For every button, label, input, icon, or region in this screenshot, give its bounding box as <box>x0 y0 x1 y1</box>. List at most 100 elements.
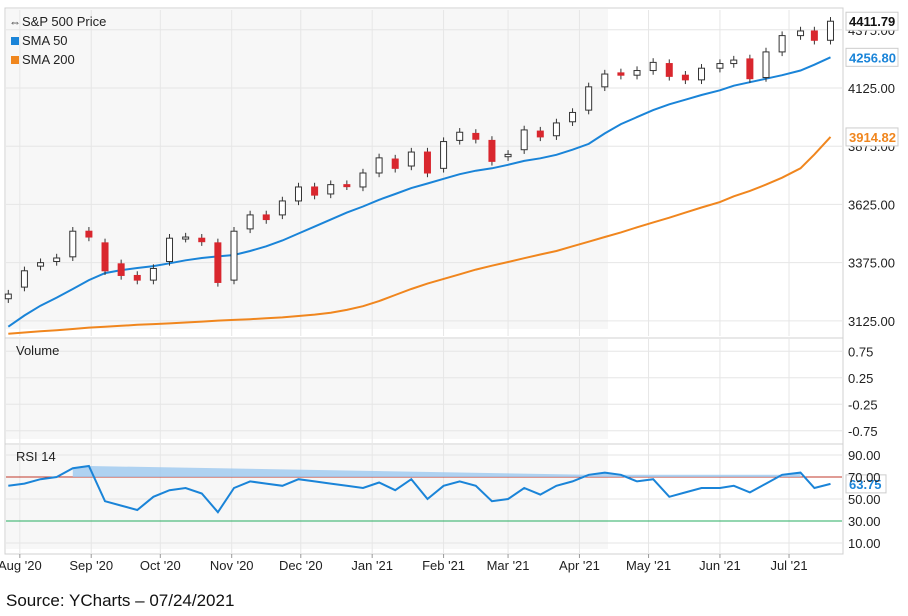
candle-body <box>37 262 45 267</box>
candle-body <box>569 111 577 123</box>
sma200-line <box>8 136 832 335</box>
candle-body <box>166 237 174 262</box>
candle-body <box>359 172 367 188</box>
candle-body <box>488 139 496 162</box>
candle-body <box>797 30 805 37</box>
last-value-tag-label: 3914.82 <box>849 130 896 145</box>
last-value-tag-box <box>845 11 899 31</box>
candle-body <box>198 237 206 243</box>
candle-body <box>665 63 673 77</box>
last-value-tag-box <box>845 47 899 67</box>
candle-body <box>617 72 625 76</box>
candle-body <box>182 236 190 240</box>
volume-legend-label: Volume <box>16 343 59 358</box>
candle-body <box>520 129 528 151</box>
source-note: Source: YCharts – 07/24/2021 <box>6 591 235 610</box>
candle-body <box>698 67 706 81</box>
candle-body <box>294 186 302 202</box>
candle-body <box>746 58 754 80</box>
legend-price-icon: ⇔ <box>9 15 21 29</box>
x-tick-label: Jun '21 <box>699 558 741 573</box>
candle-body <box>262 214 270 221</box>
volume-y-tick-label: -0.25 <box>848 397 878 412</box>
rsi-last-value-label: 63.75 <box>849 477 882 492</box>
candle-body <box>423 151 431 174</box>
candle-body <box>117 263 125 276</box>
x-tick-label: Jan '21 <box>351 558 393 573</box>
volume-y-tick-label: 0.75 <box>848 344 873 359</box>
price-candles <box>4 17 834 303</box>
candle-body <box>472 132 480 140</box>
rsi-y-tick-label: 30.00 <box>848 514 881 529</box>
volume-y-tick-label: -0.75 <box>848 424 878 439</box>
candle-body <box>101 242 109 272</box>
candle-body <box>85 230 93 238</box>
legend-sma50-swatch <box>11 37 19 45</box>
candle-body <box>311 186 319 196</box>
candle-body <box>730 59 738 65</box>
x-tick-label: Nov '20 <box>210 558 254 573</box>
candle-body <box>601 73 609 88</box>
candle-body <box>246 214 254 230</box>
candle-body <box>230 230 238 281</box>
candle-body <box>536 130 544 138</box>
candle-body <box>214 242 222 283</box>
price-grid <box>6 10 842 336</box>
candle-body <box>407 151 415 167</box>
candle-body <box>391 158 399 169</box>
candle-body <box>552 122 560 137</box>
candle-body <box>762 51 770 79</box>
x-tick-label: Dec '20 <box>279 558 323 573</box>
candle-body <box>681 74 689 81</box>
rsi-y-tick-label: 50.00 <box>848 492 881 507</box>
candle-body <box>456 131 464 141</box>
candle-body <box>327 184 335 195</box>
x-tick-label: Jul '21 <box>770 558 807 573</box>
sma50-layer <box>7 56 831 328</box>
candle-body <box>633 70 641 76</box>
rsi-panel-shade <box>6 445 608 549</box>
candle-body <box>826 20 834 41</box>
price-y-axis: 3125.003375.003625.003875.004125.004375.… <box>848 23 895 329</box>
price-legend: ⇔ S&P 500 Price SMA 50 SMA 200 <box>9 14 106 67</box>
price-y-tick-label: 3125.00 <box>848 314 895 329</box>
rsi-y-axis: 90.00 70.00 50.00 30.00 10.00 <box>848 448 881 551</box>
rsi-layer: 63.75 <box>8 464 887 514</box>
candle-body <box>778 35 786 53</box>
candle-body <box>149 267 157 281</box>
rsi-legend-label: RSI 14 <box>16 449 56 464</box>
last-value-tags: 4411.79 4256.80 3914.82 <box>845 11 899 147</box>
rsi-overbought-fill <box>72 466 801 477</box>
candle-body <box>649 61 657 72</box>
candle-body <box>716 63 724 69</box>
legend-sma200-label: SMA 200 <box>22 52 75 67</box>
x-tick-label: Sep '20 <box>69 558 113 573</box>
price-panel-shade <box>6 9 608 329</box>
candle-body <box>69 230 77 258</box>
x-tick-label: Feb '21 <box>422 558 465 573</box>
x-axis: Aug '20 Sep '20 Oct '20 Nov '20 Dec '20 Jan '… <box>0 554 808 573</box>
volume-grid <box>6 339 842 443</box>
candle-body <box>133 274 141 281</box>
candle-body <box>810 30 818 41</box>
candle-body <box>585 86 593 111</box>
candle-body <box>504 153 512 158</box>
last-value-tag-label: 4411.79 <box>849 14 895 29</box>
rsi-y-tick-label: 90.00 <box>848 448 881 463</box>
candle-body <box>440 141 448 169</box>
volume-y-axis: 0.75 0.25 -0.25 -0.75 <box>848 344 878 439</box>
candle-body <box>53 257 61 262</box>
rsi-last-value-box <box>845 474 887 494</box>
candle-body <box>343 184 351 188</box>
volume-y-tick-label: 0.25 <box>848 371 873 386</box>
candle-body <box>375 157 383 174</box>
legend-price-label: S&P 500 Price <box>22 14 106 29</box>
price-y-tick-label: 4125.00 <box>848 81 895 96</box>
x-tick-label: Oct '20 <box>140 558 181 573</box>
x-tick-label: Apr '21 <box>559 558 600 573</box>
candle-body <box>20 270 28 288</box>
sma200-layer <box>8 136 832 335</box>
x-tick-label: May '21 <box>626 558 671 573</box>
legend-sma50-label: SMA 50 <box>22 33 68 48</box>
candle-body <box>278 200 286 216</box>
